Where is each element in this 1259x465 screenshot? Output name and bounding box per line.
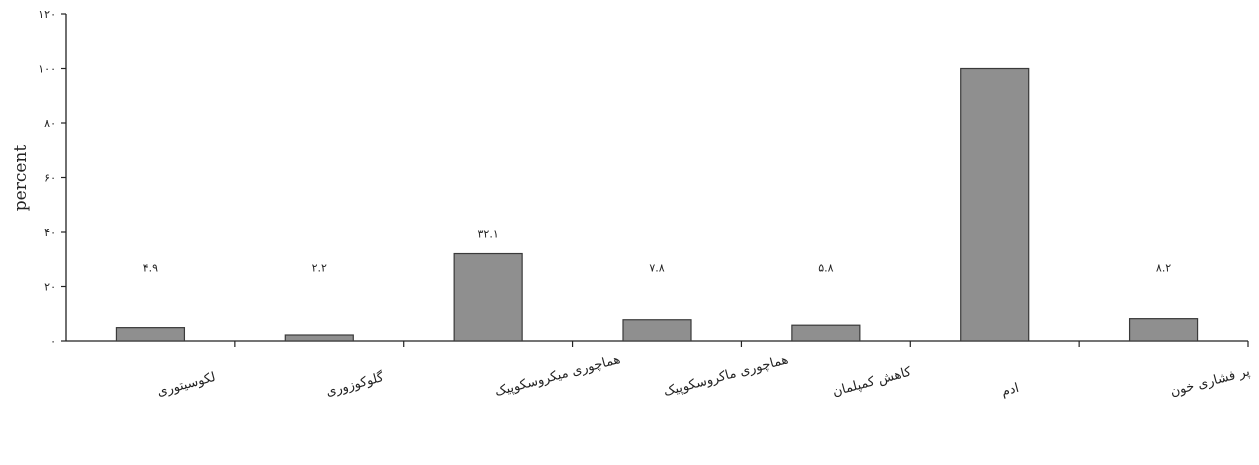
y-tick-label: ۶۰ [44,172,56,185]
x-tick-label: لکوسیتوری [156,370,218,400]
y-tick-label: ۴۰ [44,226,56,239]
bar [1128,318,1199,342]
y-tick-label: ۲۰ [44,281,56,294]
data-label: ۳۲.۱ [478,228,499,241]
x-ticks [234,341,1249,347]
bar [622,319,692,342]
bar [115,327,186,342]
x-tick-label: ادم [1000,381,1021,400]
y-tick-label: ۰ [50,335,56,348]
x-tick-label: هماچوری ماکروسکوپیک [662,352,790,400]
x-tick-label: هماچوری میکروسکوپیک [493,352,622,400]
bar [791,324,861,342]
data-labels: ۴.۹ ۲.۲ ۳۲.۱ ۷.۸ ۵.۸ ۸.۲ [143,228,1172,275]
bar [453,252,523,342]
y-tick-label: ۱۲۰ [38,8,56,21]
bar [960,67,1030,342]
data-label: ۸.۲ [1156,262,1171,275]
x-tick-label: کاهش کمپلمان [831,364,914,400]
data-label: ۲.۲ [312,262,327,275]
data-label: ۵.۸ [818,262,833,275]
x-tick-label: گلوکوزوری [324,369,386,400]
data-label: ۴.۹ [143,262,158,275]
data-label: ۷.۸ [649,262,664,275]
x-tick-label: پر فشاری خون [1169,364,1252,400]
y-tick-label: ۸۰ [44,117,56,130]
bars [115,67,1199,342]
x-tick-labels: لکوسیتوری گلوکوزوری هماچوری میکروسکوپیک هما… [156,352,1252,400]
y-tick-label: ۱۰۰ [38,63,56,76]
y-ticks: ۰ ۲۰ ۴۰ ۶۰ ۸۰ ۱۰۰ ۱۲۰ [38,8,66,348]
bar [284,334,354,342]
y-axis-label: percent [11,145,31,212]
